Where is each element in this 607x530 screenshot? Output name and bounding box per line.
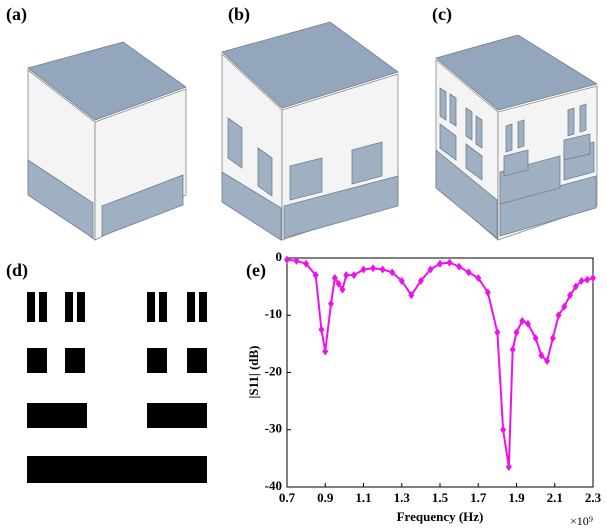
x-tick-label: 0.9 xyxy=(317,490,334,505)
x-tick-label: 1.1 xyxy=(355,490,371,505)
x-tick-label: 1.5 xyxy=(432,490,449,505)
x-tick-label: 1.3 xyxy=(394,490,411,505)
x-tick-label: 1.9 xyxy=(508,490,525,505)
y-tick-label: 0 xyxy=(276,249,283,264)
pattern-d xyxy=(27,292,207,483)
antenna-c xyxy=(436,35,597,240)
x-tick-label: 2.1 xyxy=(547,490,563,505)
marker xyxy=(328,300,334,308)
figure: (a) (b) (c) (d) (e) xyxy=(0,0,607,530)
x-tick-label: 2.3 xyxy=(585,490,602,505)
panel-label: (e) xyxy=(246,260,266,281)
x-axis-label: Frequency (Hz) xyxy=(397,509,484,524)
marker xyxy=(494,328,500,336)
marker xyxy=(466,268,472,276)
x-offset-label: ×10⁹ xyxy=(570,514,593,528)
panel-label: (c) xyxy=(432,4,452,25)
antenna-a xyxy=(28,42,186,240)
panel-label: (a) xyxy=(6,4,27,25)
marker xyxy=(590,274,596,282)
marker xyxy=(500,426,506,434)
marker xyxy=(510,346,516,354)
marker xyxy=(550,334,556,342)
marker xyxy=(437,260,443,268)
y-tick-label: -40 xyxy=(265,478,282,493)
marker xyxy=(361,265,367,273)
y-tick-label: -10 xyxy=(265,306,282,321)
marker xyxy=(370,264,376,272)
marker xyxy=(506,463,512,471)
marker xyxy=(351,271,357,279)
marker xyxy=(584,276,590,284)
marker xyxy=(447,259,453,267)
y-tick-label: -20 xyxy=(265,363,282,378)
marker xyxy=(322,347,328,355)
marker xyxy=(284,256,290,264)
marker xyxy=(343,271,349,279)
marker xyxy=(380,265,386,273)
antenna-b xyxy=(222,22,398,240)
panel-label: (d) xyxy=(6,260,28,281)
marker xyxy=(318,326,324,334)
x-tick-label: 1.7 xyxy=(470,490,487,505)
y-tick-label: -30 xyxy=(265,421,282,436)
panel-label: (b) xyxy=(228,4,250,25)
y-axis-label: |S11| (dB) xyxy=(246,345,261,398)
marker xyxy=(456,263,462,271)
